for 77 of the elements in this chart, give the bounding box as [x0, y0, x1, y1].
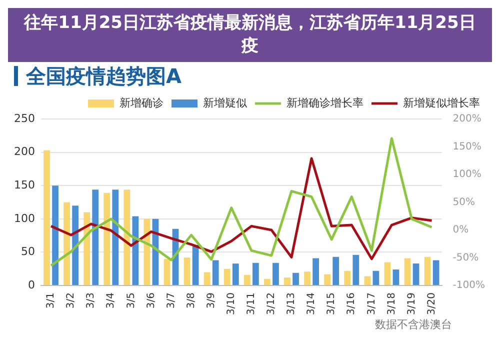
x-tick-label: 3/15: [326, 292, 338, 316]
legend-label: 新增确诊增长率: [286, 96, 364, 110]
y-tick-label: 200: [14, 145, 35, 158]
x-tick-label: 3/1: [46, 292, 57, 309]
x-tick-label: 3/18: [386, 292, 398, 316]
bar: [232, 264, 239, 286]
y-tick-label: 150: [14, 178, 35, 192]
bar: [272, 262, 279, 286]
y2-tick-label: 150%: [452, 141, 482, 152]
x-tick-label: 3/11: [246, 292, 258, 316]
bar: [344, 270, 351, 286]
text: 往年11月25日江苏省疫情最新消息，江苏省历年11月25日疫: [8, 8, 492, 62]
bar: [292, 272, 299, 286]
bar: [384, 262, 391, 286]
bar: [304, 272, 310, 286]
y-tick-label: 100: [14, 212, 35, 225]
x-tick-label: 3/4: [106, 292, 117, 309]
bar: [284, 278, 290, 286]
bar: [244, 274, 250, 286]
x-tick-label: 3/17: [366, 292, 378, 316]
y2-tick-label: -50%: [452, 252, 479, 264]
x-tick-label: 3/6: [146, 292, 157, 309]
x-tick-label: 3/5: [126, 292, 137, 309]
bar: [404, 258, 411, 286]
x-tick-label: 3/7: [166, 292, 177, 309]
legend-label: 新增疑似增长率: [403, 96, 480, 110]
bar: [204, 272, 210, 286]
bar: [112, 190, 119, 286]
chart-title: 全国疫情趋势图A: [26, 62, 182, 90]
y-tick-label: 250: [14, 112, 35, 125]
bar: [164, 258, 170, 286]
bar: [352, 254, 360, 286]
legend-label: 新增疑似: [203, 96, 247, 110]
y2-tick-label: 200%: [452, 114, 482, 125]
bar: [72, 206, 79, 286]
x-tick-label: 3/14: [306, 292, 318, 316]
bar: [192, 244, 199, 286]
bar: [312, 258, 319, 286]
y-tick-label: 0: [28, 278, 35, 292]
bar: [252, 262, 259, 286]
bar: [372, 270, 380, 286]
bar: [104, 192, 110, 286]
bar: [184, 258, 190, 286]
bar: [364, 276, 371, 286]
x-tick-label: 3/9: [206, 292, 217, 309]
bar: [44, 150, 50, 286]
x-tick-label: 3/12: [266, 292, 278, 316]
x-tick-label: 3/8: [186, 292, 197, 309]
bar: [84, 212, 90, 286]
y2-tick-label: 0%: [452, 224, 469, 236]
x-tick-label: 3/2: [66, 292, 77, 309]
y2-tick-label: 50%: [452, 196, 476, 208]
x-tick-label: 3/13: [286, 292, 298, 316]
bar: [52, 186, 58, 286]
y2-tick-label: -100%: [452, 280, 486, 292]
legend-label: 新增确诊: [120, 96, 164, 110]
x-tick-label: 3/3: [86, 292, 97, 309]
bar: [324, 274, 331, 286]
text: 数据不含港澳台: [374, 318, 453, 332]
x-tick-label: 3/19: [406, 292, 418, 316]
x-tick-label: 3/10: [226, 292, 237, 316]
bar: [212, 260, 219, 286]
bar: [432, 260, 440, 286]
bar: [124, 190, 130, 286]
bar: [132, 216, 139, 286]
bar: [64, 202, 70, 286]
bar: [92, 190, 99, 286]
bar: [332, 256, 340, 286]
bar: [412, 264, 420, 286]
x-tick-label: 3/16: [346, 292, 358, 316]
x-tick-label: 3/20: [426, 292, 438, 316]
bar: [424, 256, 431, 286]
bar: [224, 268, 230, 286]
y-tick-label: 50: [20, 245, 35, 258]
bar: [264, 278, 270, 286]
bar: [392, 270, 400, 286]
y2-tick-label: 100%: [452, 169, 482, 180]
